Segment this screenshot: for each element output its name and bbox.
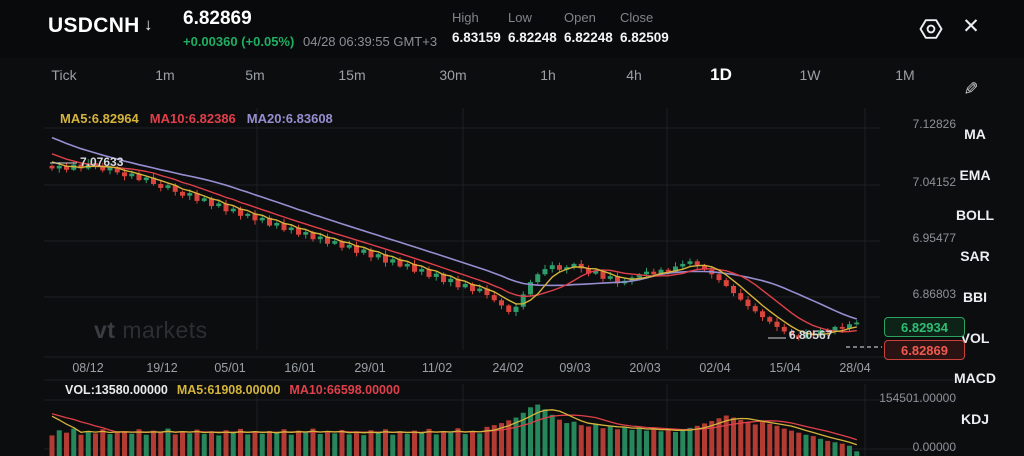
date-axis-tick: 28/04 — [839, 361, 871, 375]
stat-value: 6.82248 — [508, 30, 557, 45]
price-axis-tick: 6.95477 — [912, 231, 956, 245]
price-axis-tick: 7.12826 — [912, 117, 956, 131]
volume-legend-item: MA10:66598.00000 — [289, 383, 400, 397]
ma-legend-item: MA10:6.82386 — [149, 111, 236, 126]
volume-legend-item: MA5:61908.00000 — [176, 383, 281, 397]
timeframe-tab-bar: Tick 1m 5m 15m 30m 1h 4h 1D 1W 1M — [0, 58, 940, 96]
date-axis-tick: 05/01 — [214, 361, 246, 375]
ma-legend: MA5:6.82964 MA10:6.82386 MA20:6.83608 — [60, 111, 333, 126]
low-price-marker: 6.80567 — [789, 328, 833, 342]
ma-legend-item: MA20:6.83608 — [246, 111, 333, 126]
ask-price-tag: 6.82934 — [884, 317, 965, 337]
date-axis-tick: 15/04 — [769, 361, 801, 375]
volume-axis-min: 0.00000 — [912, 440, 956, 454]
timeframe-tab-1m[interactable]: 1m — [155, 67, 175, 83]
stat-value: 6.82248 — [564, 30, 613, 45]
trend-down-arrow-icon: ↓ — [144, 15, 153, 34]
stat-value: 6.83159 — [452, 30, 501, 45]
stat-label: Close — [620, 10, 654, 25]
date-axis-tick: 11/02 — [421, 361, 453, 375]
price-axis-tick: 7.04152 — [912, 175, 956, 189]
date-axis-tick: 08/12 — [72, 361, 104, 375]
watermark-bold: vt — [94, 317, 116, 343]
timeframe-tab-1d[interactable]: 1D — [710, 65, 732, 84]
watermark-light: markets — [122, 317, 208, 343]
stat-high: High 6.83159 — [452, 10, 512, 45]
date-axis-tick: 16/01 — [284, 361, 316, 375]
indicator-item-kdj[interactable]: KDJ — [960, 410, 989, 427]
stat-close: Close 6.82509 — [620, 10, 680, 45]
settings-gear-icon[interactable] — [917, 15, 945, 43]
date-axis-tick: 02/04 — [699, 361, 731, 375]
date-axis-tick: 19/12 — [146, 361, 178, 375]
close-icon[interactable]: ✕ — [962, 15, 980, 38]
stat-value: 6.82509 — [620, 30, 669, 45]
indicator-item-ema[interactable]: EMA — [959, 166, 991, 183]
ma-legend-item: MA5:6.82964 — [60, 111, 139, 126]
volume-legend-item: VOL:13580.00000 — [65, 383, 168, 397]
stat-label: Low — [508, 10, 532, 25]
timeframe-tab-5m[interactable]: 5m — [245, 67, 265, 83]
stat-label: High — [452, 10, 479, 25]
last-price-tag: 6.82869 — [884, 340, 965, 360]
last-price: 6.82869 — [183, 8, 252, 29]
date-axis-tick: 29/01 — [354, 361, 386, 375]
timeframe-tab-1h[interactable]: 1h — [540, 67, 556, 83]
quote-timestamp: 04/28 06:39:55 GMT+3 — [303, 34, 438, 49]
price-axis-tick: 6.86803 — [912, 287, 956, 301]
stat-open: Open 6.82248 — [564, 10, 624, 45]
timeframe-tab-1m[interactable]: 1M — [895, 67, 915, 83]
open-price-marker: 7.07633 — [80, 155, 124, 169]
stat-label: Open — [564, 10, 596, 25]
date-axis-tick: 20/03 — [629, 361, 661, 375]
volume-legend: VOL:13580.00000 MA5:61908.00000 MA10:66598… — [65, 383, 400, 397]
indicator-item-ma[interactable]: MA — [964, 126, 986, 142]
stat-low: Low 6.82248 — [508, 10, 568, 45]
header: USDCNH ↓ 6.82869 +0.00360 (+0.05%) 04/28… — [0, 0, 1024, 58]
timeframe-tab-15m[interactable]: 15m — [338, 67, 366, 83]
draw-pencil-icon[interactable]: ✎ — [963, 79, 979, 99]
broker-watermark: vt markets — [94, 317, 208, 344]
indicator-item-vol[interactable]: VOL — [960, 329, 990, 346]
price-change: +0.00360 (+0.05%) — [183, 34, 295, 49]
timeframe-tab-tick[interactable]: Tick — [51, 67, 77, 83]
timeframe-tab-4h[interactable]: 4h — [626, 67, 642, 83]
indicator-item-bbi[interactable]: BBI — [962, 288, 988, 305]
volume-axis-max: 154501.00000 — [879, 391, 956, 405]
date-axis-tick: 09/03 — [559, 361, 591, 375]
date-axis-tick: 24/02 — [492, 361, 524, 375]
indicator-item-sar[interactable]: SAR — [960, 248, 990, 265]
indicator-item-macd[interactable]: MACD — [954, 370, 996, 387]
indicator-item-boll[interactable]: BOLL — [955, 207, 995, 224]
symbol-title: USDCNH — [48, 14, 140, 37]
price-volume-chart[interactable] — [0, 100, 1024, 456]
timeframe-tab-1w[interactable]: 1W — [799, 67, 821, 83]
timeframe-tab-30m[interactable]: 30m — [439, 67, 467, 83]
